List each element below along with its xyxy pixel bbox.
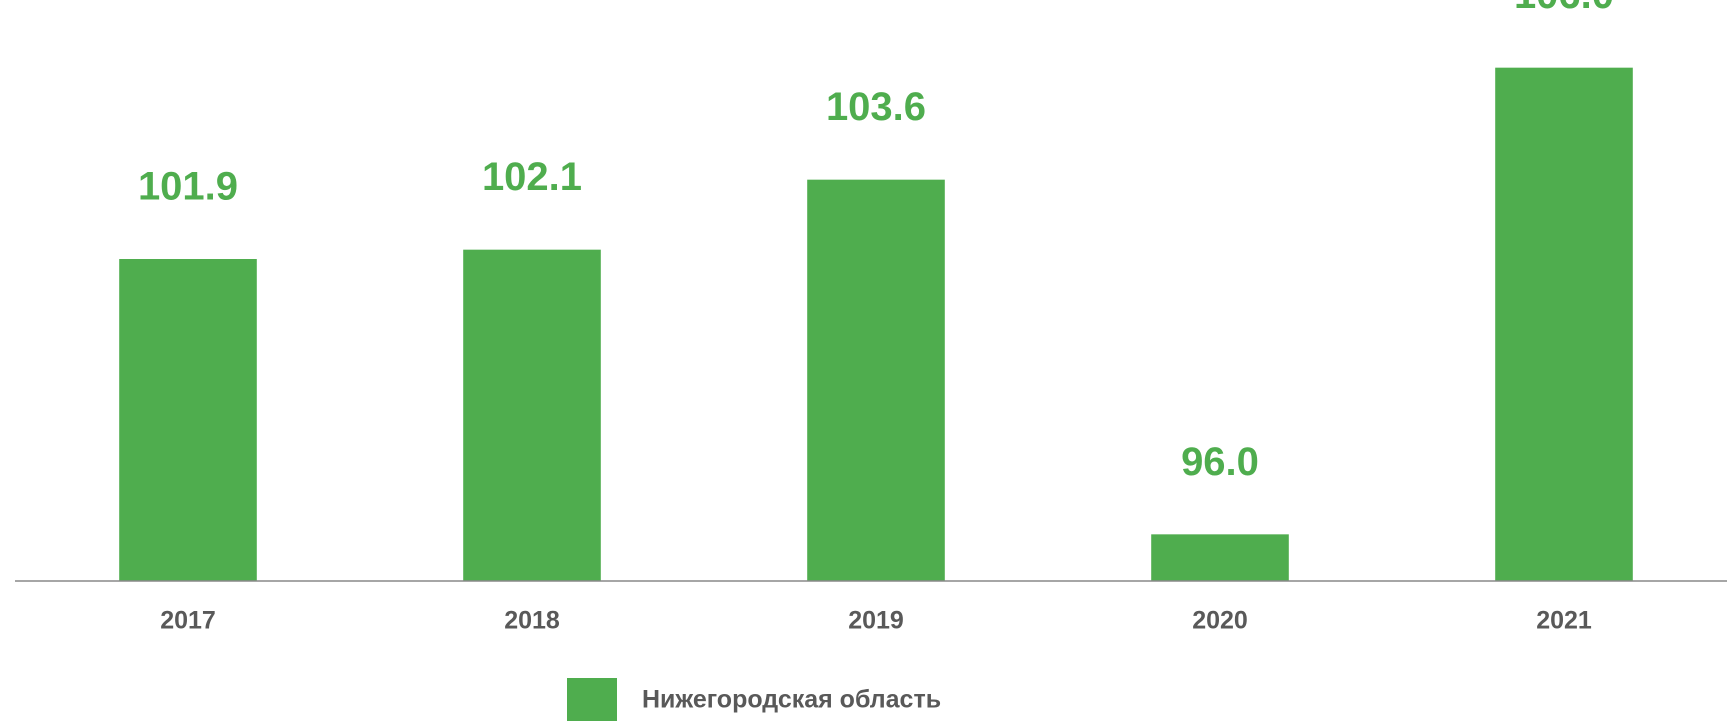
x-tick-label: 2017	[160, 607, 216, 635]
data-label: 101.9	[138, 165, 238, 209]
data-label: 96.0	[1181, 440, 1259, 484]
bar	[807, 179, 945, 581]
bar	[1495, 67, 1633, 581]
bar	[119, 259, 257, 581]
x-tick-label: 2018	[504, 607, 560, 635]
data-label: 103.6	[826, 85, 926, 129]
legend-swatch	[567, 678, 617, 721]
data-label: 106.0	[1514, 0, 1614, 17]
data-label: 102.1	[482, 155, 582, 199]
bar	[1151, 534, 1289, 581]
x-tick-label: 2019	[848, 607, 904, 635]
bar	[463, 249, 601, 581]
x-tick-label: 2021	[1536, 607, 1592, 635]
legend-label: Нижегородская область	[642, 686, 941, 714]
x-tick-label: 2020	[1192, 607, 1248, 635]
